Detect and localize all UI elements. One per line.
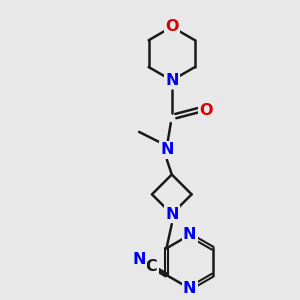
Text: N: N	[183, 227, 196, 242]
Text: C: C	[146, 259, 157, 274]
Text: O: O	[200, 103, 213, 118]
Text: N: N	[165, 207, 178, 222]
Text: N: N	[160, 142, 174, 157]
Text: O: O	[165, 20, 178, 34]
Text: N: N	[165, 73, 178, 88]
Text: N: N	[183, 281, 196, 296]
Text: N: N	[132, 252, 146, 267]
